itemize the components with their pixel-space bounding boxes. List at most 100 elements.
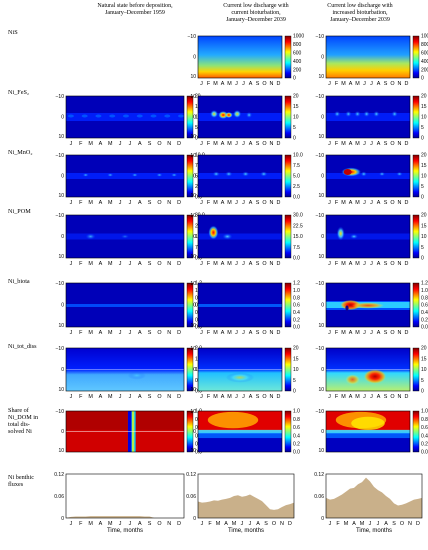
- month-tick-label: D: [288, 521, 292, 527]
- colorbar-tick-label: 1000: [293, 34, 304, 40]
- month-tick-label: J: [235, 81, 238, 87]
- month-tick-label: J: [377, 521, 380, 527]
- plot-frame: [197, 410, 283, 453]
- month-tick-label: A: [377, 81, 381, 87]
- month-tick-label: J: [200, 330, 203, 336]
- month-tick-label: M: [355, 81, 360, 87]
- month-tick-label: A: [377, 200, 381, 206]
- heatmap-feature: [225, 171, 233, 177]
- colorbar-tick-label: 0: [421, 136, 424, 142]
- month-tick-label: D: [277, 261, 281, 267]
- month-tick-label: N: [408, 521, 412, 527]
- heatmap-feature: [224, 112, 233, 118]
- colorbar-tick-label: 0.0: [195, 195, 202, 201]
- x-axis-title: Time, months: [228, 528, 264, 534]
- depth-tick-label: 0: [61, 174, 64, 180]
- row-label: total dis-: [8, 421, 30, 428]
- heatmap-feature: [164, 114, 171, 118]
- heatmap-feature: [352, 302, 384, 309]
- colorbar-tick-label: 0.6: [421, 425, 428, 431]
- depth-tick-label: −10: [188, 94, 197, 100]
- column-title-line: January–December 2039: [330, 17, 390, 23]
- month-tick-label: D: [405, 394, 409, 400]
- month-tick-label: M: [341, 141, 346, 147]
- month-tick-label: A: [99, 521, 103, 527]
- colorbar-tick-label: 0.4: [421, 310, 428, 316]
- row-label: Share of: [8, 407, 30, 414]
- month-tick-label: A: [99, 261, 103, 267]
- month-tick-label: J: [328, 200, 331, 206]
- month-tick-label: D: [277, 200, 281, 206]
- colorbar-tick-label: 20: [421, 213, 427, 219]
- month-tick-label: J: [363, 330, 366, 336]
- plot-frame: [325, 154, 411, 198]
- plot-frame: [65, 282, 185, 328]
- month-tick-label: O: [262, 200, 266, 206]
- heatmap-feature: [107, 173, 114, 177]
- month-tick-label: M: [88, 261, 93, 267]
- month-tick-label: M: [108, 330, 113, 336]
- month-tick-label: A: [221, 261, 225, 267]
- month-tick-label: O: [262, 394, 266, 400]
- colorbar-tick-label: 20: [421, 94, 427, 100]
- heatmap-feature: [233, 110, 242, 118]
- month-tick-label: J: [241, 521, 244, 527]
- heatmap-field: [326, 215, 410, 258]
- month-tick-label: J: [328, 261, 331, 267]
- colorbar-tick-label: 600: [421, 51, 428, 57]
- month-tick-label: J: [119, 330, 122, 336]
- month-tick-label: A: [249, 394, 253, 400]
- depth-tick-label: −10: [56, 281, 65, 287]
- month-tick-label: N: [270, 200, 274, 206]
- month-tick-label: A: [221, 200, 225, 206]
- row-label: Ni_MnO₂: [8, 149, 33, 156]
- month-tick-label: A: [249, 330, 253, 336]
- row-label: Ni benthic: [8, 474, 34, 481]
- month-tick-label: S: [256, 81, 260, 87]
- colorbar-tick-label: 0.0: [195, 256, 202, 262]
- colorbar: [412, 410, 420, 453]
- month-tick-label: A: [249, 261, 253, 267]
- colorbar-tick-label: 15: [421, 356, 427, 362]
- month-tick-label: S: [384, 81, 388, 87]
- month-tick-label: D: [416, 521, 420, 527]
- month-tick-label: A: [256, 521, 260, 527]
- month-tick-label: J: [129, 200, 132, 206]
- colorbar-tick-label: 0.2: [293, 442, 300, 448]
- colorbar-tick-label: 200: [293, 67, 302, 73]
- month-tick-label: S: [256, 200, 260, 206]
- month-tick-label: J: [370, 330, 373, 336]
- depth-tick-label: 0: [193, 303, 196, 309]
- month-tick-label: N: [167, 394, 171, 400]
- plot-frame: [197, 347, 283, 392]
- plot-frame: [197, 35, 283, 79]
- month-tick-label: O: [262, 330, 266, 336]
- month-tick-label: F: [335, 81, 339, 87]
- month-tick-label: A: [138, 261, 142, 267]
- month-tick-label: F: [79, 261, 83, 267]
- colorbar-tick-label: 0.0: [195, 450, 202, 456]
- month-tick-label: A: [352, 521, 356, 527]
- colorbar: [284, 154, 292, 198]
- depth-tick-label: 0: [193, 115, 196, 121]
- month-tick-label: J: [235, 330, 238, 336]
- heatmap-feature: [67, 114, 74, 118]
- month-tick-label: N: [270, 394, 274, 400]
- colorbar: [186, 282, 194, 328]
- month-tick-label: J: [70, 521, 73, 527]
- month-tick-label: S: [256, 330, 260, 336]
- heatmap-field: [326, 96, 410, 138]
- month-tick-label: A: [384, 521, 388, 527]
- column-title-line: January–December 2039: [226, 17, 286, 23]
- depth-tick-label: 10: [318, 323, 324, 329]
- plot-frame: [65, 410, 185, 453]
- colorbar-tick-label: 0: [293, 76, 296, 82]
- heatmap-field: [66, 411, 184, 452]
- month-tick-label: M: [216, 521, 221, 527]
- month-tick-label: M: [108, 521, 113, 527]
- flux-y-tick-label: 0.12: [314, 472, 324, 478]
- depth-tick-label: 10: [58, 193, 64, 199]
